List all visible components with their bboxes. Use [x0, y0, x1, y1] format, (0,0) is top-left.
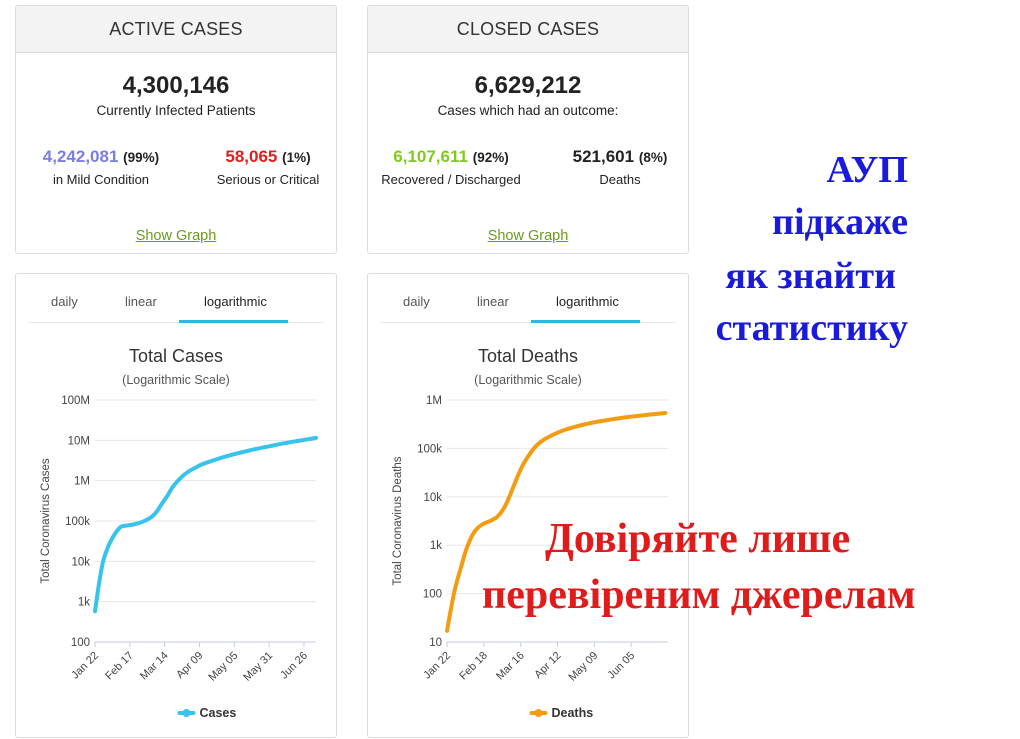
- y-tick-label: 10k: [71, 556, 90, 568]
- x-tick-label: Jun 26: [278, 650, 310, 682]
- y-tick-label: 100: [423, 589, 442, 601]
- y-tick-label: 10: [429, 637, 442, 649]
- mild-condition-value: 4,242,081: [42, 147, 119, 166]
- overlay-red-line-1: Довіряйте лише: [545, 516, 851, 562]
- serious-critical-stat: 58,065 (1%) Serious or Critical: [198, 147, 338, 187]
- chart-subtitle: (Logarithmic Scale): [474, 373, 582, 387]
- y-tick-label: 10M: [68, 435, 90, 447]
- chart-subtitle: (Logarithmic Scale): [122, 373, 230, 387]
- recovered-value: 6,107,611: [393, 147, 468, 166]
- cases-chart-tabs: daily linear logarithmic: [28, 274, 324, 323]
- mild-condition-percent: (99%): [123, 150, 160, 165]
- deaths-chart-tabs: daily linear logarithmic: [380, 274, 676, 323]
- serious-critical-value: 58,065: [225, 147, 278, 166]
- overlay-blue-line-2: підкаже: [772, 201, 908, 243]
- x-tick-label: Apr 09: [174, 650, 205, 681]
- y-tick-label: 1k: [430, 540, 442, 552]
- x-tick-label: Feb 18: [457, 650, 490, 683]
- tab-logarithmic[interactable]: logarithmic: [556, 294, 619, 309]
- x-tick-label: Feb 17: [103, 650, 136, 683]
- active-cases-panel: ACTIVE CASES 4,300,146 Currently Infecte…: [15, 5, 337, 254]
- deaths-stat: 521,601 (8%) Deaths: [550, 147, 690, 187]
- tab-linear[interactable]: linear: [125, 294, 157, 309]
- overlay-blue-line-1: АУП: [826, 149, 908, 191]
- legend-marker: [182, 709, 191, 717]
- closed-show-graph-link[interactable]: Show Graph: [487, 228, 569, 244]
- tab-daily[interactable]: daily: [403, 294, 430, 309]
- active-cases-title: ACTIVE CASES: [16, 6, 336, 53]
- x-tick-label: May 05: [206, 650, 240, 684]
- closed-cases-total-label: Cases which had an outcome:: [437, 103, 619, 118]
- x-tick-label: Mar 14: [138, 650, 171, 683]
- chart-title: Total Cases: [129, 346, 223, 366]
- active-tab-indicator: [179, 320, 288, 323]
- deaths-value: 521,601: [572, 147, 635, 166]
- chart-title: Total Deaths: [478, 346, 578, 366]
- y-tick-label: 100k: [417, 443, 442, 455]
- serious-critical-label: Serious or Critical: [216, 172, 320, 187]
- recovered-stat: 6,107,611 (92%) Recovered / Discharged: [376, 147, 526, 187]
- overlay-blue-line-4: статистику: [715, 307, 908, 349]
- mild-condition-label: in Mild Condition: [52, 172, 150, 187]
- y-tick-label: 1M: [426, 395, 442, 407]
- x-tick-label: Jun 05: [605, 650, 637, 682]
- total-deaths-chart: Total Deaths (Logarithmic Scale) 10 100 1k 10…: [392, 346, 668, 720]
- active-tab-indicator: [531, 320, 640, 323]
- tab-linear[interactable]: linear: [477, 294, 509, 309]
- recovered-percent: (92%): [472, 150, 509, 165]
- series-line-deaths: [445, 410, 668, 633]
- legend-label: Cases: [200, 706, 237, 720]
- closed-cases-total: 6,629,212: [474, 72, 582, 99]
- total-deaths-chart-panel: daily linear logarithmic Total Deaths (Lo…: [367, 273, 689, 738]
- active-cases-total-label: Currently Infected Patients: [96, 103, 256, 118]
- total-cases-chart: Total Cases (Logarithmic Scale) 100 1k 10k 10…: [40, 346, 318, 720]
- x-tick-label: Jan 22: [421, 650, 453, 682]
- deaths-percent: (8%): [638, 150, 668, 165]
- y-tick-label: 100: [71, 637, 90, 649]
- x-tick-label: Jan 22: [69, 650, 101, 682]
- mild-condition-stat: 4,242,081 (99%) in Mild Condition: [26, 147, 176, 187]
- x-tick-label: May 09: [566, 650, 600, 684]
- closed-cases-panel: CLOSED CASES 6,629,212 Cases which had a…: [367, 5, 689, 254]
- active-show-graph-link[interactable]: Show Graph: [135, 228, 217, 244]
- total-cases-chart-panel: daily linear logarithmic Total Cases (Log…: [15, 273, 337, 738]
- overlay-blue-line-3: як знайти: [725, 255, 896, 297]
- legend-marker: [534, 709, 543, 717]
- active-cases-total: 4,300,146: [122, 72, 230, 99]
- y-tick-label: 100k: [65, 516, 90, 528]
- y-tick-label: 1M: [74, 476, 90, 488]
- x-tick-label: Apr 12: [532, 650, 563, 681]
- recovered-label: Recovered / Discharged: [381, 172, 521, 187]
- tab-logarithmic[interactable]: logarithmic: [204, 294, 267, 309]
- deaths-label: Deaths: [599, 172, 641, 187]
- y-axis-label: Total Coronavirus Deaths: [392, 456, 404, 585]
- x-tick-label: May 31: [241, 650, 275, 684]
- serious-critical-percent: (1%): [282, 150, 311, 165]
- overlay-red-line-2: перевіреним джерелам: [482, 572, 916, 618]
- y-tick-label: 100M: [61, 395, 90, 407]
- y-axis-label: Total Coronavirus Cases: [40, 458, 52, 584]
- y-tick-label: 10k: [423, 492, 442, 504]
- closed-cases-title: CLOSED CASES: [368, 6, 688, 53]
- legend-label: Deaths: [552, 706, 594, 720]
- y-tick-label: 1k: [78, 597, 90, 609]
- tab-daily[interactable]: daily: [51, 294, 78, 309]
- x-tick-label: Mar 16: [494, 650, 527, 683]
- series-line-cases: [93, 435, 318, 614]
